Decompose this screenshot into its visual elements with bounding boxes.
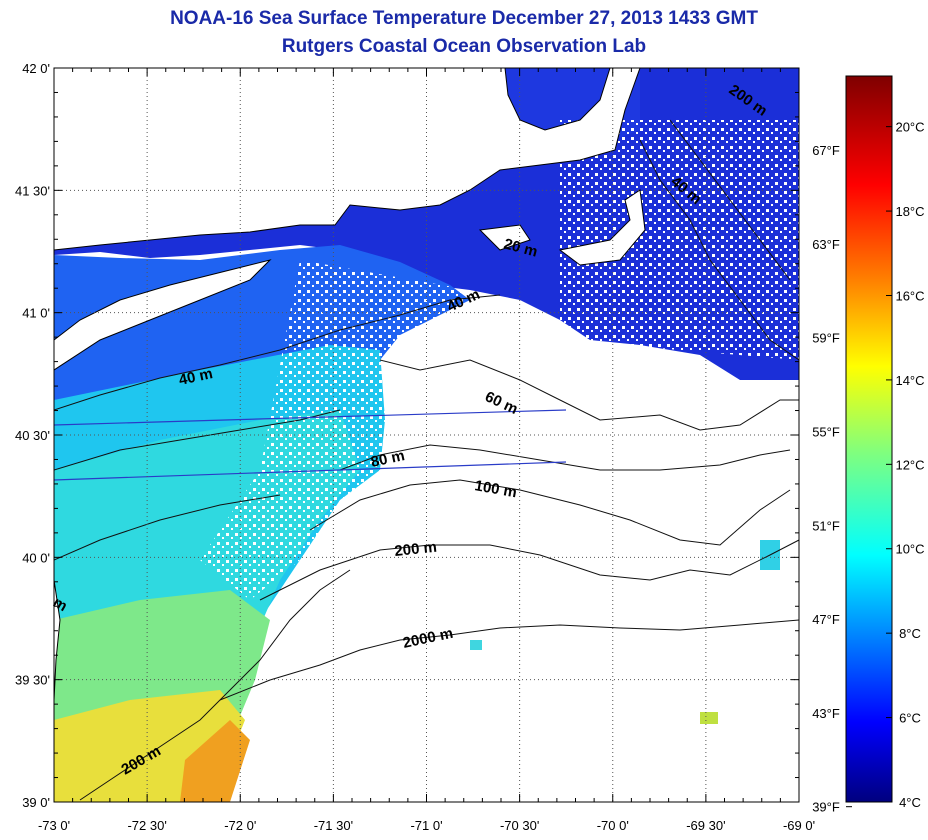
longitude-tick-label: -69 0' (783, 818, 815, 833)
longitude-tick-label: -73 0' (38, 818, 70, 833)
colorbar (845, 75, 893, 803)
longitude-labels: -73 0' -72 30' -72 0' -71 30' -71 0' -70 30' -… (38, 818, 815, 833)
isobath-gulf-lines (639, 139, 799, 361)
celsius-tick-label: 12°C (895, 457, 924, 472)
fahrenheit-axis: 39°F 43°F 47°F 51°F 55°F 59°F 63°F 67°F (812, 143, 852, 815)
celsius-tick-label: 14°C (895, 373, 924, 388)
isobath-label: 200 m (394, 539, 438, 560)
isobath-contours (54, 119, 799, 801)
transect-lines (53, 409, 567, 481)
isobath-gulf-lines (669, 119, 791, 281)
latitude-tick-label: 40 0' (22, 550, 50, 565)
transect-line-north (53, 409, 567, 426)
longitude-tick-label: -72 30' (127, 818, 166, 833)
longitude-tick-label: -72 0' (224, 818, 256, 833)
map-frame (53, 67, 800, 803)
cloud-speckle-east (560, 120, 799, 360)
isobath-60m (379, 359, 799, 431)
celsius-tick-label: 8°C (899, 626, 921, 641)
sst-warm-orange (180, 720, 250, 802)
fahrenheit-tick-label: 63°F (812, 237, 840, 252)
land-new-england (54, 68, 641, 251)
isobath-100m (309, 479, 791, 546)
isobath-80m (339, 444, 791, 471)
fahrenheit-tick-label: 43°F (812, 706, 840, 721)
latitude-labels: 42 0' 41 30' 41 0' 40 30' 40 0' 39 30' 39 0' (15, 61, 50, 810)
land-long-island (54, 259, 272, 371)
latitude-tick-label: 41 30' (15, 183, 50, 198)
latitude-tick-label: 39 0' (22, 795, 50, 810)
isobath-40m-west (54, 294, 501, 411)
fahrenheit-tick-label: 67°F (812, 143, 840, 158)
celsius-axis: 4°C 6°C 8°C 10°C 12°C 14°C 16°C 18°C 20°C (886, 120, 925, 810)
fahrenheit-tick-label: 59°F (812, 331, 840, 346)
isobath-shelf-mid (54, 494, 281, 561)
fahrenheit-tick-label: 39°F (812, 800, 840, 815)
latitude-tick-label: 39 30' (15, 673, 50, 688)
isobath-200m (259, 539, 799, 601)
celsius-tick-label: 10°C (895, 542, 924, 557)
fahrenheit-tick-label: 51°F (812, 518, 840, 533)
latitude-tick-label: 40 30' (15, 428, 50, 443)
latitude-tick-label: 41 0' (22, 306, 50, 321)
celsius-tick-label: 16°C (895, 288, 924, 303)
celsius-tick-label: 20°C (895, 120, 924, 135)
isobath-200m-south (79, 569, 351, 801)
sst-warm-eddy (700, 712, 718, 724)
transect-line-south (53, 461, 567, 481)
longitude-tick-label: -70 30' (500, 818, 539, 833)
longitude-tick-label: -71 0' (410, 818, 442, 833)
isobath-label: 40 m (177, 365, 214, 389)
cloud-speckle-shelf (200, 260, 470, 600)
celsius-tick-label: 4°C (899, 795, 921, 810)
fahrenheit-tick-label: 55°F (812, 424, 840, 439)
fahrenheit-tick-label: 47°F (812, 612, 840, 627)
longitude-tick-label: -70 0' (597, 818, 629, 833)
isobath-2000m (219, 619, 799, 701)
celsius-tick-label: 6°C (899, 711, 921, 726)
map-title: NOAA-16 Sea Surface Temperature December… (170, 8, 758, 29)
isobath-label: 80 m (369, 447, 406, 471)
land-martha-vineyard (478, 224, 531, 251)
longitude-tick-label: -69 30' (686, 818, 725, 833)
map-subtitle: Rutgers Coastal Ocean Observation Lab (281, 36, 647, 57)
longitude-tick-label: -71 30' (314, 818, 353, 833)
latitude-tick-label: 42 0' (22, 61, 50, 76)
celsius-tick-label: 18°C (895, 204, 924, 219)
land-cape-cod (558, 189, 646, 266)
sst-offshore-pixels (470, 640, 482, 650)
